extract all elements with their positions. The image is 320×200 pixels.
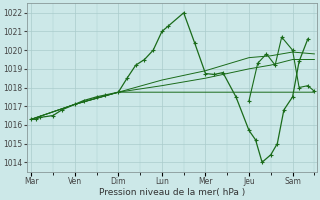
X-axis label: Pression niveau de la mer( hPa ): Pression niveau de la mer( hPa )	[99, 188, 245, 197]
